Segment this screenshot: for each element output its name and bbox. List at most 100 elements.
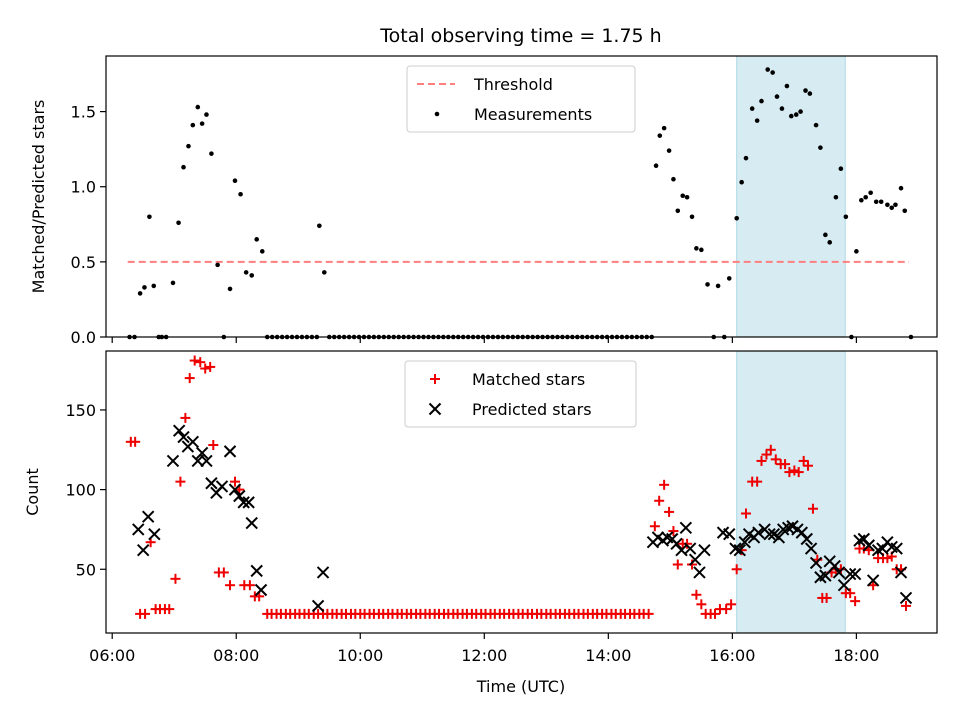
data-point xyxy=(832,566,846,579)
data-point xyxy=(204,112,209,117)
y-axis-label: Matched/Predicted stars xyxy=(29,100,48,294)
data-point xyxy=(898,185,904,191)
data-point xyxy=(726,599,737,610)
data-point xyxy=(833,194,839,200)
data-point xyxy=(189,355,200,366)
data-point xyxy=(148,528,161,541)
data-point xyxy=(843,214,849,220)
data-point xyxy=(683,542,697,555)
data-point xyxy=(657,133,663,138)
data-point xyxy=(672,559,683,570)
data-point xyxy=(813,122,819,128)
data-point xyxy=(709,608,720,619)
data-point xyxy=(868,580,879,591)
data-point xyxy=(649,521,660,532)
data-point xyxy=(688,553,702,566)
data-point xyxy=(237,496,250,509)
x-tick-label: 18:00 xyxy=(833,646,879,665)
data-point xyxy=(215,480,229,493)
legend-label: Predicted stars xyxy=(472,400,592,419)
data-point xyxy=(682,538,693,549)
data-point xyxy=(693,566,706,579)
y-tick-label: 0.0 xyxy=(71,328,96,347)
data-point xyxy=(205,361,216,372)
data-point xyxy=(827,240,833,245)
data-point xyxy=(245,516,258,530)
data-point xyxy=(818,145,823,150)
data-point xyxy=(807,91,813,96)
data-point xyxy=(837,578,851,592)
legend-matched-swatch xyxy=(430,374,440,384)
data-point xyxy=(828,559,841,573)
y-axis-label: Count xyxy=(23,468,42,516)
axes-frame xyxy=(105,350,938,634)
x-axis-label: Time (UTC) xyxy=(476,677,565,696)
data-point xyxy=(190,122,196,128)
data-point xyxy=(175,476,186,487)
data-point xyxy=(661,125,667,131)
data-point xyxy=(180,412,191,423)
data-point xyxy=(807,503,818,514)
data-point xyxy=(752,526,765,539)
data-point xyxy=(738,535,751,549)
data-point xyxy=(800,532,813,546)
data-point xyxy=(249,273,255,278)
data-point xyxy=(244,580,255,591)
data-point xyxy=(749,106,755,111)
data-point xyxy=(141,510,155,523)
data-point xyxy=(793,467,804,478)
data-point xyxy=(699,247,704,253)
data-point xyxy=(803,88,808,93)
data-point xyxy=(848,567,862,581)
data-point xyxy=(878,199,884,205)
data-point xyxy=(715,283,721,289)
y-tick-label: 1.5 xyxy=(71,103,96,122)
data-point xyxy=(254,583,268,597)
data-point xyxy=(793,112,799,117)
data-point xyxy=(195,104,201,110)
data-point xyxy=(675,208,681,214)
legend-label: Matched stars xyxy=(472,370,585,389)
data-point xyxy=(679,521,693,535)
data-point xyxy=(843,567,857,581)
data-point xyxy=(653,163,659,168)
legend-label: Measurements xyxy=(474,105,592,124)
data-point xyxy=(798,455,809,466)
x-tick-label: 08:00 xyxy=(213,646,259,665)
data-point xyxy=(739,179,744,185)
data-point xyxy=(671,176,676,182)
legend-predicted-swatch xyxy=(428,402,442,416)
data-point xyxy=(137,291,143,296)
y-tick-label: 100 xyxy=(65,481,96,500)
data-point xyxy=(770,70,775,75)
data-point xyxy=(664,506,675,517)
data-point xyxy=(228,483,242,496)
data-point xyxy=(756,455,767,466)
data-point xyxy=(691,589,702,600)
x-tick-label: 12:00 xyxy=(461,646,507,665)
legend-measurements-swatch xyxy=(434,111,440,117)
data-point xyxy=(689,214,695,220)
data-point xyxy=(317,223,322,229)
data-point xyxy=(243,270,249,275)
data-point xyxy=(862,539,875,552)
data-point xyxy=(694,246,699,251)
data-point xyxy=(854,249,859,254)
data-point xyxy=(316,566,330,579)
data-point xyxy=(809,556,823,570)
data-point xyxy=(821,592,832,603)
data-point xyxy=(819,569,832,582)
data-point xyxy=(643,608,654,619)
data-point xyxy=(788,113,794,119)
data-point xyxy=(893,202,898,208)
data-point xyxy=(186,435,200,449)
data-point xyxy=(868,190,873,196)
data-point xyxy=(215,262,220,268)
data-point xyxy=(666,148,672,153)
data-point xyxy=(784,467,795,478)
data-point xyxy=(803,460,814,471)
y-tick-label: 1.0 xyxy=(71,178,96,197)
data-point xyxy=(733,543,746,557)
data-point xyxy=(726,276,732,281)
data-point xyxy=(186,143,191,149)
